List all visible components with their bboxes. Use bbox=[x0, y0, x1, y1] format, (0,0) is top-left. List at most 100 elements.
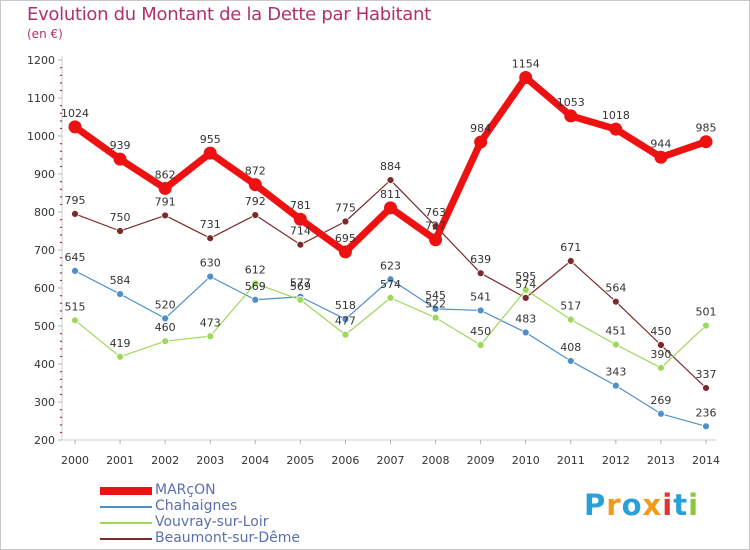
data-label-beaumont-sur-d-me: 884 bbox=[380, 160, 401, 173]
data-point-mar-on bbox=[158, 181, 172, 195]
data-point-beaumont-sur-d-me bbox=[476, 269, 485, 278]
data-label-vouvray-sur-loir: 419 bbox=[110, 337, 131, 350]
data-point-chahaignes bbox=[611, 381, 620, 390]
data-point-mar-on bbox=[474, 135, 488, 149]
data-point-vouvray-sur-loir bbox=[476, 341, 485, 349]
x-tick-label: 2007 bbox=[377, 454, 405, 467]
data-label-vouvray-sur-loir: 569 bbox=[290, 280, 311, 293]
data-label-beaumont-sur-d-me: 750 bbox=[110, 211, 131, 224]
y-minor-tick bbox=[60, 264, 62, 266]
y-minor-tick bbox=[60, 89, 62, 92]
y-tick-label: 1100 bbox=[27, 92, 55, 105]
y-minor-tick bbox=[60, 226, 62, 228]
data-point-beaumont-sur-d-me bbox=[161, 211, 170, 220]
x-tick-label: 2002 bbox=[151, 454, 179, 467]
logo-letter: o bbox=[621, 488, 643, 522]
y-minor-tick bbox=[60, 272, 62, 274]
data-label-mar-on: 1024 bbox=[61, 107, 89, 120]
y-minor-tick bbox=[60, 234, 62, 236]
y-tick-label: 300 bbox=[34, 396, 55, 409]
data-label-chahaignes: 630 bbox=[200, 257, 221, 270]
logo-letter: t bbox=[673, 488, 689, 522]
data-point-beaumont-sur-d-me bbox=[206, 234, 215, 243]
y-minor-tick bbox=[60, 340, 62, 342]
data-point-vouvray-sur-loir bbox=[611, 340, 620, 349]
y-minor-tick bbox=[60, 295, 62, 297]
x-tick-label: 2001 bbox=[106, 454, 134, 467]
data-label-mar-on: 811 bbox=[380, 188, 401, 201]
data-label-beaumont-sur-d-me: 671 bbox=[560, 241, 581, 254]
data-label-chahaignes: 541 bbox=[470, 290, 491, 303]
y-minor-tick bbox=[60, 257, 62, 259]
y-tick-label: 900 bbox=[34, 168, 55, 181]
data-label-chahaignes: 584 bbox=[110, 274, 131, 287]
y-minor-tick bbox=[60, 431, 62, 434]
y-minor-tick bbox=[60, 416, 62, 418]
y-tick-label: 1200 bbox=[27, 54, 55, 67]
data-label-beaumont-sur-d-me: 639 bbox=[470, 253, 491, 266]
data-label-mar-on: 955 bbox=[200, 133, 221, 146]
data-label-mar-on: 727 bbox=[425, 220, 446, 233]
data-label-mar-on: 985 bbox=[696, 122, 717, 135]
logo-letter: r bbox=[606, 488, 622, 522]
data-label-beaumont-sur-d-me: 775 bbox=[335, 202, 356, 215]
logo-letter: P bbox=[584, 488, 607, 522]
data-label-chahaignes: 645 bbox=[65, 251, 86, 264]
data-point-mar-on bbox=[68, 120, 82, 134]
logo-letter: i bbox=[688, 488, 700, 522]
legend-label: Beaumont-sur-Dême bbox=[155, 530, 301, 546]
data-label-mar-on: 781 bbox=[290, 199, 311, 212]
data-point-vouvray-sur-loir bbox=[566, 315, 575, 324]
logo-letter: x bbox=[642, 488, 663, 522]
data-point-vouvray-sur-loir bbox=[341, 330, 350, 339]
data-label-beaumont-sur-d-me: 731 bbox=[200, 218, 221, 231]
data-point-vouvray-sur-loir bbox=[431, 313, 440, 322]
y-tick-label: 800 bbox=[34, 206, 55, 219]
data-point-chahaignes bbox=[341, 315, 350, 324]
data-point-chahaignes bbox=[386, 275, 395, 284]
legend-swatch bbox=[100, 538, 152, 540]
y-minor-tick bbox=[60, 424, 62, 426]
y-tick-label: 400 bbox=[34, 358, 55, 371]
data-label-beaumont-sur-d-me: 574 bbox=[515, 278, 536, 291]
data-point-beaumont-sur-d-me bbox=[611, 297, 620, 306]
legend-swatch bbox=[100, 506, 152, 508]
y-minor-tick bbox=[60, 371, 62, 373]
legend-label: Vouvray-sur-Loir bbox=[155, 514, 269, 530]
data-label-vouvray-sur-loir: 477 bbox=[335, 315, 356, 328]
data-point-chahaignes bbox=[116, 290, 124, 298]
proxiti-logo: Proxiti bbox=[584, 488, 699, 522]
y-minor-tick bbox=[60, 355, 62, 358]
data-label-beaumont-sur-d-me: 337 bbox=[696, 368, 717, 381]
y-minor-tick bbox=[60, 143, 62, 145]
y-minor-tick bbox=[60, 67, 62, 69]
legend-swatch bbox=[100, 487, 152, 495]
data-point-vouvray-sur-loir bbox=[116, 352, 124, 361]
y-minor-tick bbox=[60, 127, 62, 130]
data-label-chahaignes: 569 bbox=[245, 280, 266, 293]
logo-letter: i bbox=[662, 488, 674, 522]
data-point-chahaignes bbox=[476, 306, 485, 315]
data-point-mar-on bbox=[293, 212, 307, 226]
y-minor-tick bbox=[60, 158, 62, 160]
y-minor-tick bbox=[60, 386, 62, 388]
data-label-vouvray-sur-loir: 574 bbox=[380, 278, 401, 291]
data-point-beaumont-sur-d-me bbox=[71, 209, 79, 218]
data-point-vouvray-sur-loir bbox=[702, 321, 710, 330]
data-point-vouvray-sur-loir bbox=[206, 332, 215, 341]
data-label-beaumont-sur-d-me: 714 bbox=[290, 225, 311, 238]
data-point-mar-on bbox=[564, 109, 578, 123]
data-label-chahaignes: 269 bbox=[650, 394, 671, 407]
data-point-beaumont-sur-d-me bbox=[251, 211, 260, 219]
data-point-chahaignes bbox=[71, 266, 79, 275]
data-point-mar-on bbox=[113, 152, 127, 166]
y-minor-tick bbox=[60, 333, 62, 335]
data-point-mar-on bbox=[654, 150, 668, 164]
data-label-mar-on: 872 bbox=[245, 165, 266, 178]
data-point-chahaignes bbox=[702, 422, 710, 431]
data-point-mar-on bbox=[248, 178, 262, 192]
x-tick-label: 2004 bbox=[241, 454, 269, 467]
data-point-beaumont-sur-d-me bbox=[566, 257, 575, 265]
data-point-mar-on bbox=[699, 135, 713, 149]
data-label-chahaignes: 545 bbox=[425, 289, 446, 302]
